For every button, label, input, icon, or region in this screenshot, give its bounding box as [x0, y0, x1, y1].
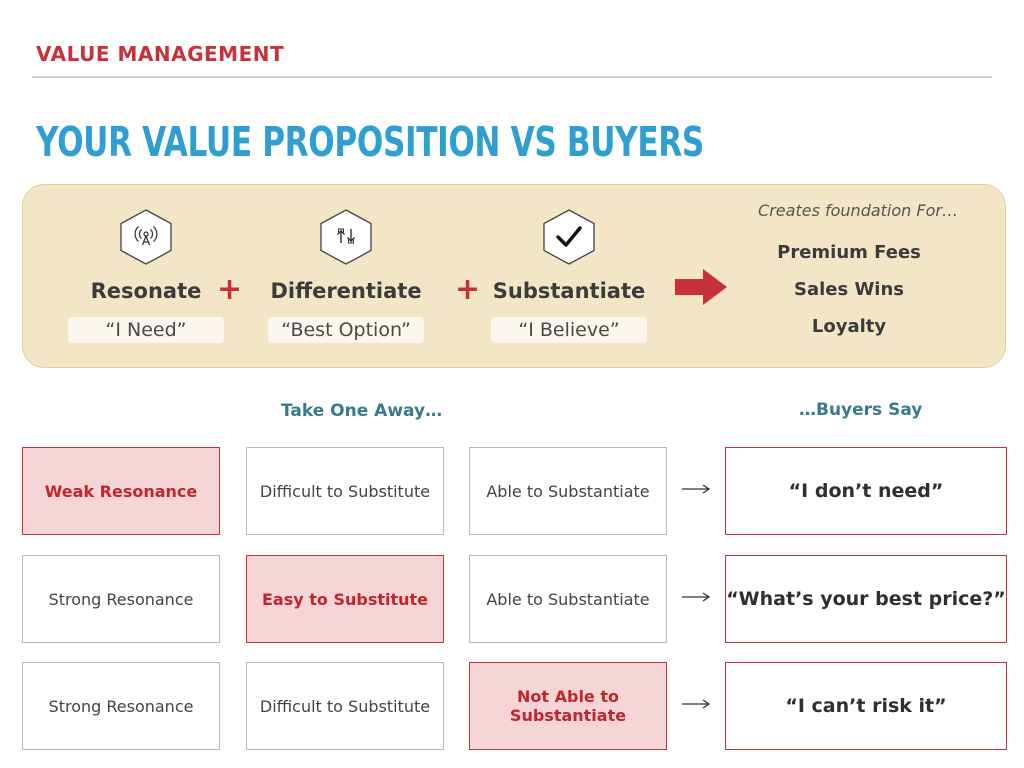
arrow-right-icon — [682, 592, 711, 602]
pillar-title: Substantiate — [492, 279, 646, 303]
cell-substantiation: Able to Substantiate — [469, 555, 667, 643]
take-one-away-heading: Take One Away… — [281, 401, 443, 421]
cell-substantiation: Not Able to Substantiate — [469, 662, 667, 750]
cell-resonance: Strong Resonance — [22, 555, 220, 643]
buyer-response: “I can’t risk it” — [725, 662, 1007, 750]
buyer-response: “I don’t need” — [725, 447, 1007, 535]
pillar-title: Differentiate — [270, 279, 422, 303]
cell-resonance: Strong Resonance — [22, 662, 220, 750]
pillar-resonate: Resonate “I Need” — [66, 185, 226, 369]
pillar-quote: “I Need” — [68, 317, 224, 343]
arrow-right-icon — [682, 699, 711, 709]
value-equation-panel: Resonate “I Need” + Differentiate “Best … — [22, 184, 1006, 368]
buyer-response: “What’s your best price?” — [725, 555, 1007, 643]
arrow-right-icon — [675, 269, 727, 305]
foundation-intro: Creates foundation For… — [758, 201, 958, 220]
arrow-right-icon — [682, 484, 711, 494]
outcome-item: Loyalty — [811, 316, 887, 337]
foundation-outcomes: Premium Fees Sales Wins Loyalty — [723, 241, 975, 352]
buyers-say-heading: …Buyers Say — [799, 400, 923, 420]
checkmark-icon — [543, 209, 595, 265]
pillar-quote: “Best Option” — [268, 317, 424, 343]
cell-differentiation: Difficult to Substitute — [246, 447, 444, 535]
pillar-differentiate: Differentiate “Best Option” — [266, 185, 426, 369]
outcome-item: Sales Wins — [793, 279, 905, 300]
pillar-substantiate: Substantiate “I Believe” — [489, 185, 649, 369]
header-divider — [32, 76, 992, 78]
plus-operator: + — [217, 272, 243, 307]
section-label: VALUE MANAGEMENT — [36, 42, 285, 66]
cell-differentiation: Easy to Substitute — [246, 555, 444, 643]
cell-differentiation: Difficult to Substitute — [246, 662, 444, 750]
pillar-quote: “I Believe” — [491, 317, 647, 343]
pillar-title: Resonate — [90, 279, 202, 303]
outcome-item: Premium Fees — [777, 242, 921, 263]
page-title: YOUR VALUE PROPOSITION VS BUYERS — [36, 118, 704, 166]
plus-operator: + — [455, 272, 481, 307]
antenna-icon — [120, 209, 172, 265]
cell-resonance: Weak Resonance — [22, 447, 220, 535]
cell-substantiation: Able to Substantiate — [469, 447, 667, 535]
swap-arrows-icon — [320, 209, 372, 265]
